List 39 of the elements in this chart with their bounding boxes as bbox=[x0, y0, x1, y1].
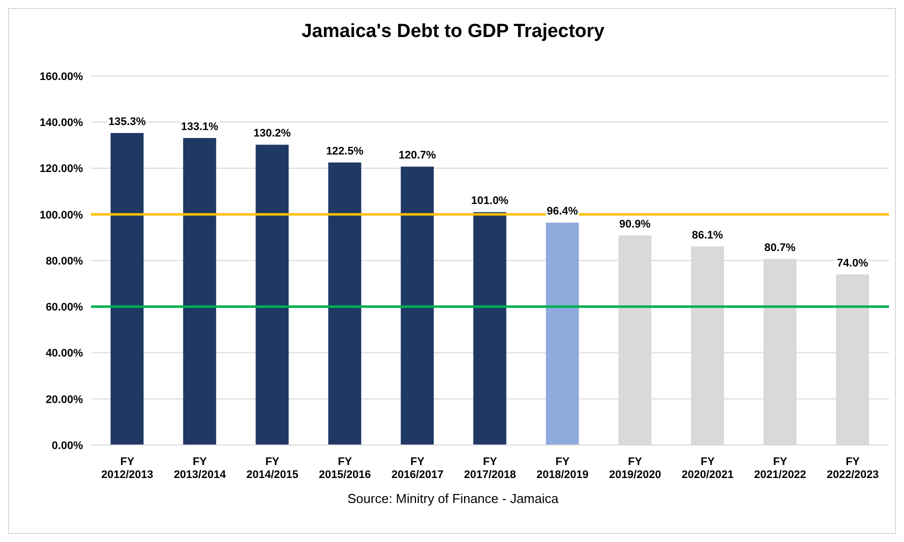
x-tick-label: FY 2014/2015 bbox=[246, 456, 298, 481]
data-label: 90.9% bbox=[619, 218, 651, 230]
x-tick-label: FY 2012/2013 bbox=[101, 456, 154, 481]
x-tick-label: FY 2020/2021 bbox=[682, 456, 734, 481]
data-label: 101.0% bbox=[471, 195, 509, 208]
y-tick-label: 100.00% bbox=[40, 209, 84, 222]
y-tick-label: 80.00% bbox=[46, 255, 84, 268]
x-tick-label: FY 2013/2014 bbox=[174, 456, 227, 481]
y-tick-label: 40.00% bbox=[46, 348, 84, 360]
bar bbox=[110, 132, 144, 445]
bar bbox=[328, 162, 362, 445]
data-label: 120.7% bbox=[398, 150, 436, 162]
data-label: 133.1% bbox=[180, 121, 219, 134]
bar bbox=[183, 138, 216, 445]
bar bbox=[473, 212, 506, 445]
x-tick-label: FY 2015/2016 bbox=[318, 456, 371, 481]
y-tick-label: 120.00% bbox=[40, 163, 84, 176]
data-label: 74.0% bbox=[836, 257, 868, 270]
x-tick-label: FY 2019/2020 bbox=[609, 456, 662, 481]
data-label: 80.7% bbox=[764, 242, 796, 254]
bar bbox=[400, 166, 434, 445]
x-tick-label: FY 2022/2023 bbox=[826, 456, 879, 481]
data-label: 130.2% bbox=[254, 128, 292, 140]
y-tick-label: 60.00% bbox=[46, 302, 84, 314]
y-tick-label: 0.00% bbox=[52, 440, 84, 452]
data-label: 135.3% bbox=[108, 116, 146, 128]
x-tick-label: FY 2016/2017 bbox=[391, 456, 444, 481]
chart-title: Jamaica's Debt to GDP Trajectory bbox=[300, 21, 606, 43]
x-tick-label: FY 2018/2019 bbox=[536, 456, 589, 481]
y-tick-label: 140.00% bbox=[40, 117, 84, 130]
bar bbox=[256, 144, 289, 445]
y-tick-label: 20.00% bbox=[46, 394, 84, 406]
data-label: 122.5% bbox=[326, 145, 364, 158]
y-tick-label: 160.00% bbox=[40, 70, 84, 83]
x-tick-label: FY 2017/2018 bbox=[464, 456, 516, 481]
source-note: Source: Minitry of Finance - Jamaica bbox=[346, 491, 560, 506]
x-tick-label: FY 2021/2022 bbox=[754, 456, 806, 481]
bar bbox=[546, 222, 579, 445]
data-label: 86.1% bbox=[692, 229, 724, 242]
